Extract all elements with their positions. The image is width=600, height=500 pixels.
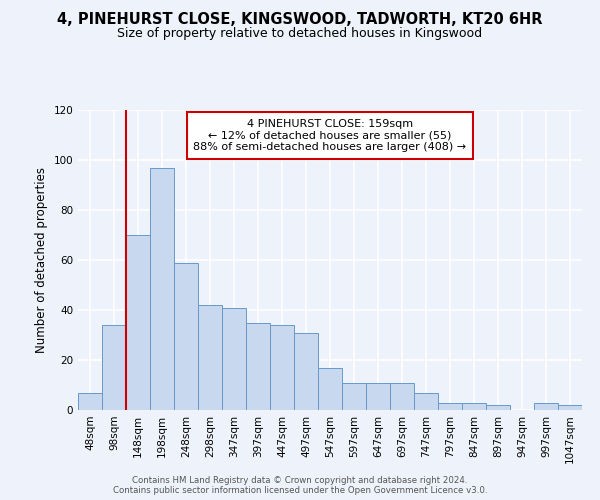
Text: Contains HM Land Registry data © Crown copyright and database right 2024.: Contains HM Land Registry data © Crown c… <box>132 476 468 485</box>
Bar <box>270 325 294 410</box>
Text: Contains public sector information licensed under the Open Government Licence v3: Contains public sector information licen… <box>113 486 487 495</box>
Bar <box>462 402 486 410</box>
Text: Size of property relative to detached houses in Kingswood: Size of property relative to detached ho… <box>118 28 482 40</box>
Bar <box>366 382 390 410</box>
Bar <box>78 392 102 410</box>
Bar <box>534 402 558 410</box>
Bar <box>318 368 342 410</box>
Bar <box>414 392 438 410</box>
Bar <box>486 405 510 410</box>
Bar <box>102 325 126 410</box>
Bar <box>438 402 462 410</box>
Bar <box>150 168 174 410</box>
Bar <box>174 262 198 410</box>
Bar <box>246 322 270 410</box>
Bar <box>198 305 222 410</box>
Text: 4 PINEHURST CLOSE: 159sqm
← 12% of detached houses are smaller (55)
88% of semi-: 4 PINEHURST CLOSE: 159sqm ← 12% of detac… <box>193 119 467 152</box>
Bar <box>222 308 246 410</box>
Bar <box>342 382 366 410</box>
Bar <box>294 332 318 410</box>
Bar <box>390 382 414 410</box>
Text: 4, PINEHURST CLOSE, KINGSWOOD, TADWORTH, KT20 6HR: 4, PINEHURST CLOSE, KINGSWOOD, TADWORTH,… <box>57 12 543 28</box>
Bar <box>558 405 582 410</box>
Y-axis label: Number of detached properties: Number of detached properties <box>35 167 48 353</box>
Bar <box>126 235 150 410</box>
